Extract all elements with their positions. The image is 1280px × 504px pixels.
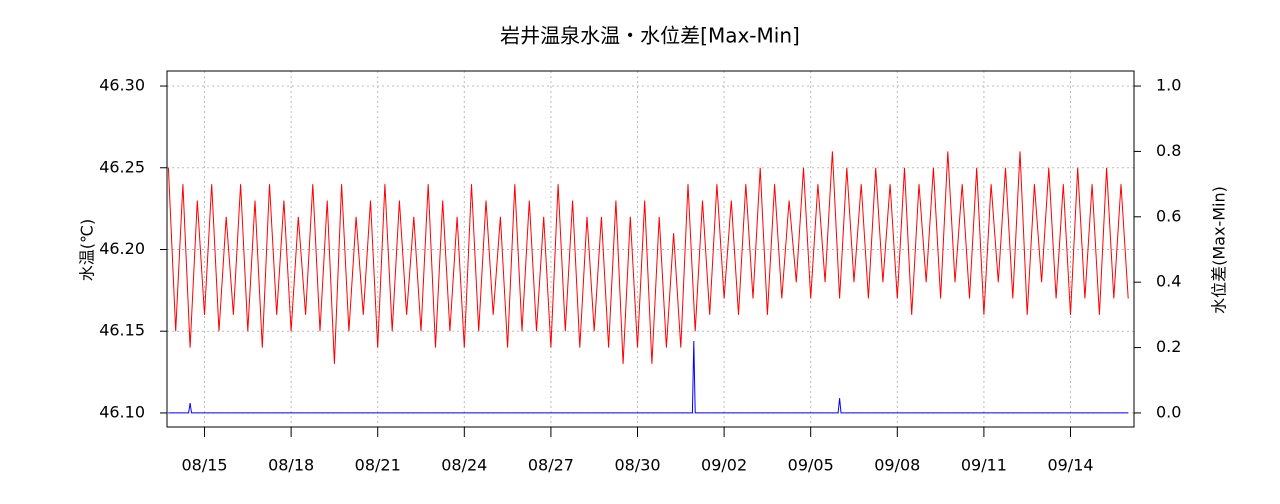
x-tick-label: 08/24 — [441, 456, 487, 475]
chart-title: 岩井温泉水温・水位差[Max-Min] — [500, 24, 800, 48]
y2-tick-label: 0.8 — [1156, 141, 1181, 160]
y-tick-label: 46.25 — [99, 157, 145, 176]
y2-axis-label: 水位差(Max-Min) — [1210, 186, 1229, 314]
plot-frame — [166, 70, 1135, 428]
y2-tick-label: 0.2 — [1156, 337, 1181, 356]
x-tick-label: 08/18 — [268, 456, 314, 475]
x-tick-label: 08/27 — [528, 456, 574, 475]
series-line — [167, 151, 1129, 364]
y-tick-label: 46.30 — [99, 76, 145, 95]
y2-tick-label: 0.4 — [1156, 272, 1181, 291]
y2-tick-label: 1.0 — [1156, 76, 1181, 95]
y-tick-label: 46.10 — [99, 402, 145, 421]
y-tick-label: 46.20 — [99, 239, 145, 258]
x-tick-label: 08/15 — [181, 456, 227, 475]
y2-tick-label: 0.0 — [1156, 402, 1181, 421]
x-tick-label: 09/02 — [701, 456, 747, 475]
y-axis-label: 水温(℃) — [78, 219, 97, 281]
series-line — [168, 340, 1129, 414]
x-tick-label: 09/11 — [961, 456, 1007, 475]
x-tick-label: 08/21 — [355, 456, 401, 475]
x-tick-label: 08/30 — [614, 456, 660, 475]
x-tick-label: 09/08 — [874, 456, 920, 475]
y-tick-label: 46.15 — [99, 321, 145, 340]
x-tick-label: 09/14 — [1047, 456, 1093, 475]
x-tick-label: 09/05 — [788, 456, 834, 475]
y2-tick-label: 0.6 — [1156, 206, 1181, 225]
